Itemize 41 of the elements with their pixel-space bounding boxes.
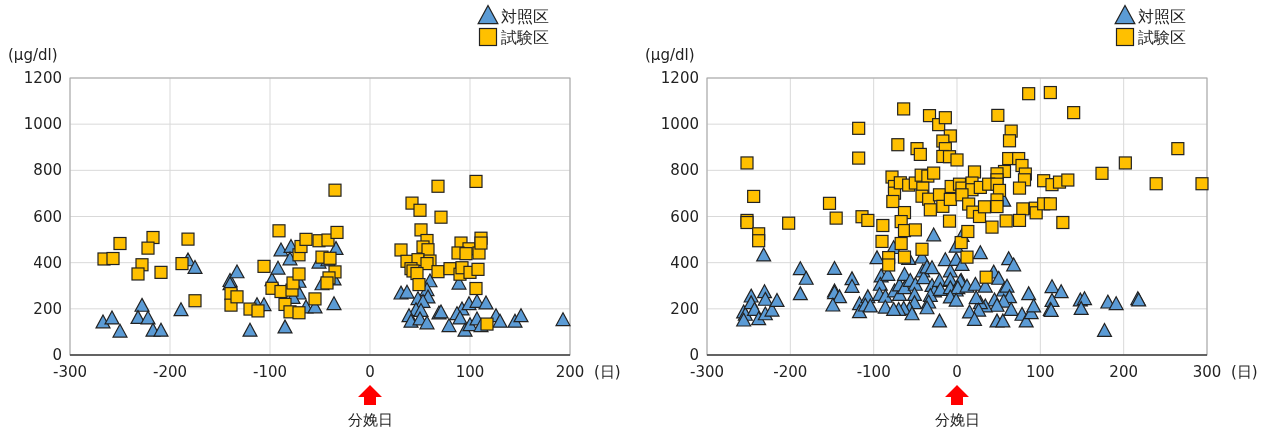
y-tick-label: 1200 (660, 69, 699, 87)
x-tick-label: 200 (555, 363, 585, 381)
x-tick-label: 0 (365, 363, 375, 381)
y-tick-label: 1000 (23, 115, 62, 134)
x-tick-label: 100 (1026, 363, 1055, 381)
y-tick-label: 200 (33, 299, 62, 318)
y-tick-label: 800 (33, 161, 62, 180)
legend-item: 試験区 (478, 27, 549, 47)
y-tick-label: 400 (670, 253, 699, 272)
x-tick-label: -100 (856, 363, 891, 381)
y-axis-title: (μg/dl) (645, 46, 695, 64)
y-tick-label: 1200 (23, 69, 62, 87)
x-axis-title: (日) (1231, 363, 1258, 381)
x-tick-label: 200 (1109, 363, 1138, 381)
y-tick-label: 0 (689, 346, 699, 364)
x-axis-title: (日) (594, 363, 621, 381)
y-tick-label: 0 (52, 346, 62, 364)
x-tick-label: 300 (1192, 363, 1222, 381)
x-tick-label: -200 (773, 363, 808, 381)
x-tick-label: -300 (52, 363, 88, 381)
x-tick-label: -200 (152, 363, 188, 381)
legend-item: 試験区 (1115, 27, 1186, 47)
legend-item: 対照区 (477, 4, 549, 26)
y-tick-label: 600 (670, 207, 699, 226)
legend-label: 対照区 (1138, 7, 1186, 26)
x-tick-label: -300 (689, 363, 725, 381)
legend-label: 試験区 (501, 28, 549, 47)
text: 分娩日 (934, 411, 980, 429)
y-axis-title: (μg/dl) (8, 46, 58, 64)
legend-item: 対照区 (1114, 4, 1186, 26)
text: 分娩日 (347, 411, 393, 429)
y-tick-label: 600 (33, 207, 62, 226)
y-tick-label: 800 (670, 161, 699, 180)
x-tick-label: -100 (252, 363, 288, 381)
x-tick-label: 100 (455, 363, 485, 381)
y-tick-label: 400 (33, 253, 62, 272)
legend-label: 試験区 (1138, 28, 1186, 47)
x-tick-label: 0 (952, 363, 962, 381)
y-tick-label: 1000 (660, 115, 699, 134)
y-tick-label: 200 (670, 299, 699, 318)
legend-label: 対照区 (501, 7, 549, 26)
